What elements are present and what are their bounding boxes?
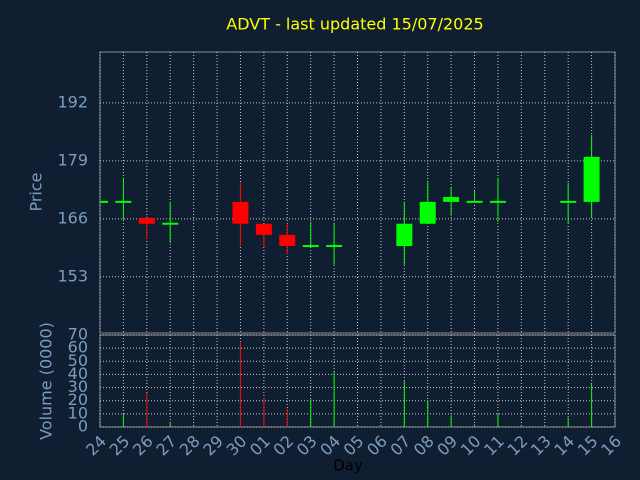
- chart-title: ADVT - last updated 15/07/2025: [226, 15, 483, 34]
- y-axis-label: Price: [27, 172, 46, 211]
- volume-tick-label: 20: [68, 390, 88, 409]
- candle-body: [255, 223, 272, 235]
- candle-body: [279, 234, 296, 247]
- y-tick-label: 166: [57, 208, 88, 227]
- volume-tick-label: 60: [68, 338, 88, 357]
- candle-body: [419, 201, 436, 224]
- y-tick-label: 192: [57, 92, 88, 111]
- candle-body: [100, 200, 108, 203]
- volume-axis-label: Volume (0000): [37, 322, 56, 440]
- volume-tick-label: 40: [68, 364, 88, 383]
- x-axis-label: Day: [333, 457, 363, 475]
- candle-body: [302, 245, 319, 248]
- candle-body: [443, 196, 460, 202]
- candle-body: [232, 201, 249, 224]
- candle-body: [489, 200, 506, 203]
- y-tick-label: 179: [57, 150, 88, 169]
- candle-body: [583, 156, 600, 202]
- candle-body: [138, 217, 155, 224]
- volume-tick-label: 0: [78, 417, 88, 436]
- candle-body: [396, 223, 413, 247]
- candle-body: [560, 200, 577, 203]
- candle-body: [162, 222, 179, 225]
- volume-tick-label: 10: [68, 403, 88, 422]
- candle-body: [326, 245, 343, 248]
- candle-body: [466, 200, 483, 203]
- volume-tick-label: 70: [68, 325, 88, 344]
- y-tick-label: 153: [57, 266, 88, 285]
- volume-tick-label: 30: [68, 377, 88, 396]
- volume-tick-label: 50: [68, 351, 88, 370]
- candle-body: [115, 200, 132, 203]
